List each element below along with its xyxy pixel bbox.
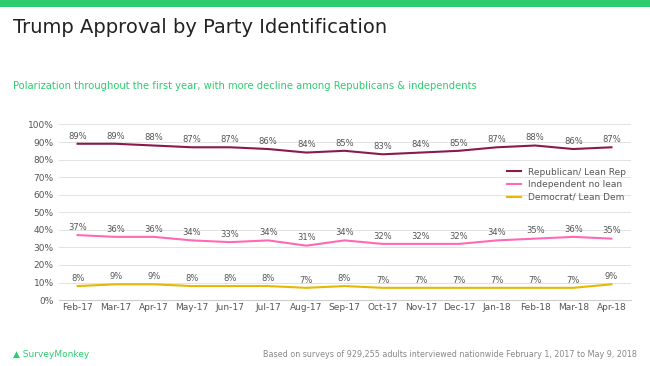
Text: 32%: 32% [450,232,468,241]
Text: 32%: 32% [373,232,392,241]
Text: 34%: 34% [183,228,202,237]
Text: 87%: 87% [183,135,202,144]
Text: ▲ SurveyMonkey: ▲ SurveyMonkey [13,350,89,359]
Text: 8%: 8% [185,274,199,283]
Legend: Republican/ Lean Rep, Independent no lean, Democrat/ Lean Dem: Republican/ Lean Rep, Independent no lea… [507,168,626,202]
Text: 86%: 86% [259,137,278,146]
Text: 87%: 87% [221,135,239,144]
Text: 36%: 36% [144,225,163,234]
Text: Polarization throughout the first year, with more decline among Republicans & in: Polarization throughout the first year, … [13,81,476,90]
Text: 84%: 84% [297,141,316,149]
Text: 33%: 33% [221,230,239,239]
Text: 7%: 7% [490,276,504,285]
Text: Trump Approval by Party Identification: Trump Approval by Party Identification [13,18,387,37]
Text: 7%: 7% [452,276,465,285]
Text: 37%: 37% [68,223,87,232]
Text: 84%: 84% [411,141,430,149]
Text: 7%: 7% [376,276,389,285]
Text: 88%: 88% [526,133,545,142]
Text: 87%: 87% [488,135,506,144]
Text: 34%: 34% [488,228,506,237]
Text: 89%: 89% [68,132,87,141]
Text: 9%: 9% [109,272,122,281]
Text: 86%: 86% [564,137,582,146]
Text: 9%: 9% [147,272,161,281]
Text: 83%: 83% [373,142,392,151]
Text: 8%: 8% [338,274,351,283]
Text: 8%: 8% [224,274,237,283]
Text: 7%: 7% [528,276,542,285]
Text: 35%: 35% [602,227,621,235]
Text: 36%: 36% [564,225,582,234]
Text: 85%: 85% [335,139,354,147]
Text: 7%: 7% [414,276,428,285]
Text: Based on surveys of 929,255 adults interviewed nationwide February 1, 2017 to Ma: Based on surveys of 929,255 adults inter… [263,350,637,359]
Text: 34%: 34% [335,228,354,237]
Text: 36%: 36% [107,225,125,234]
Text: 7%: 7% [300,276,313,285]
Text: 88%: 88% [144,133,163,142]
Text: 8%: 8% [71,274,84,283]
Text: 89%: 89% [107,132,125,141]
Text: 32%: 32% [411,232,430,241]
Text: 85%: 85% [450,139,468,147]
Text: 8%: 8% [261,274,275,283]
Text: 9%: 9% [604,272,618,281]
Text: 87%: 87% [602,135,621,144]
Text: 34%: 34% [259,228,278,237]
Text: 7%: 7% [567,276,580,285]
Text: 35%: 35% [526,227,545,235]
Text: 31%: 31% [297,234,316,243]
